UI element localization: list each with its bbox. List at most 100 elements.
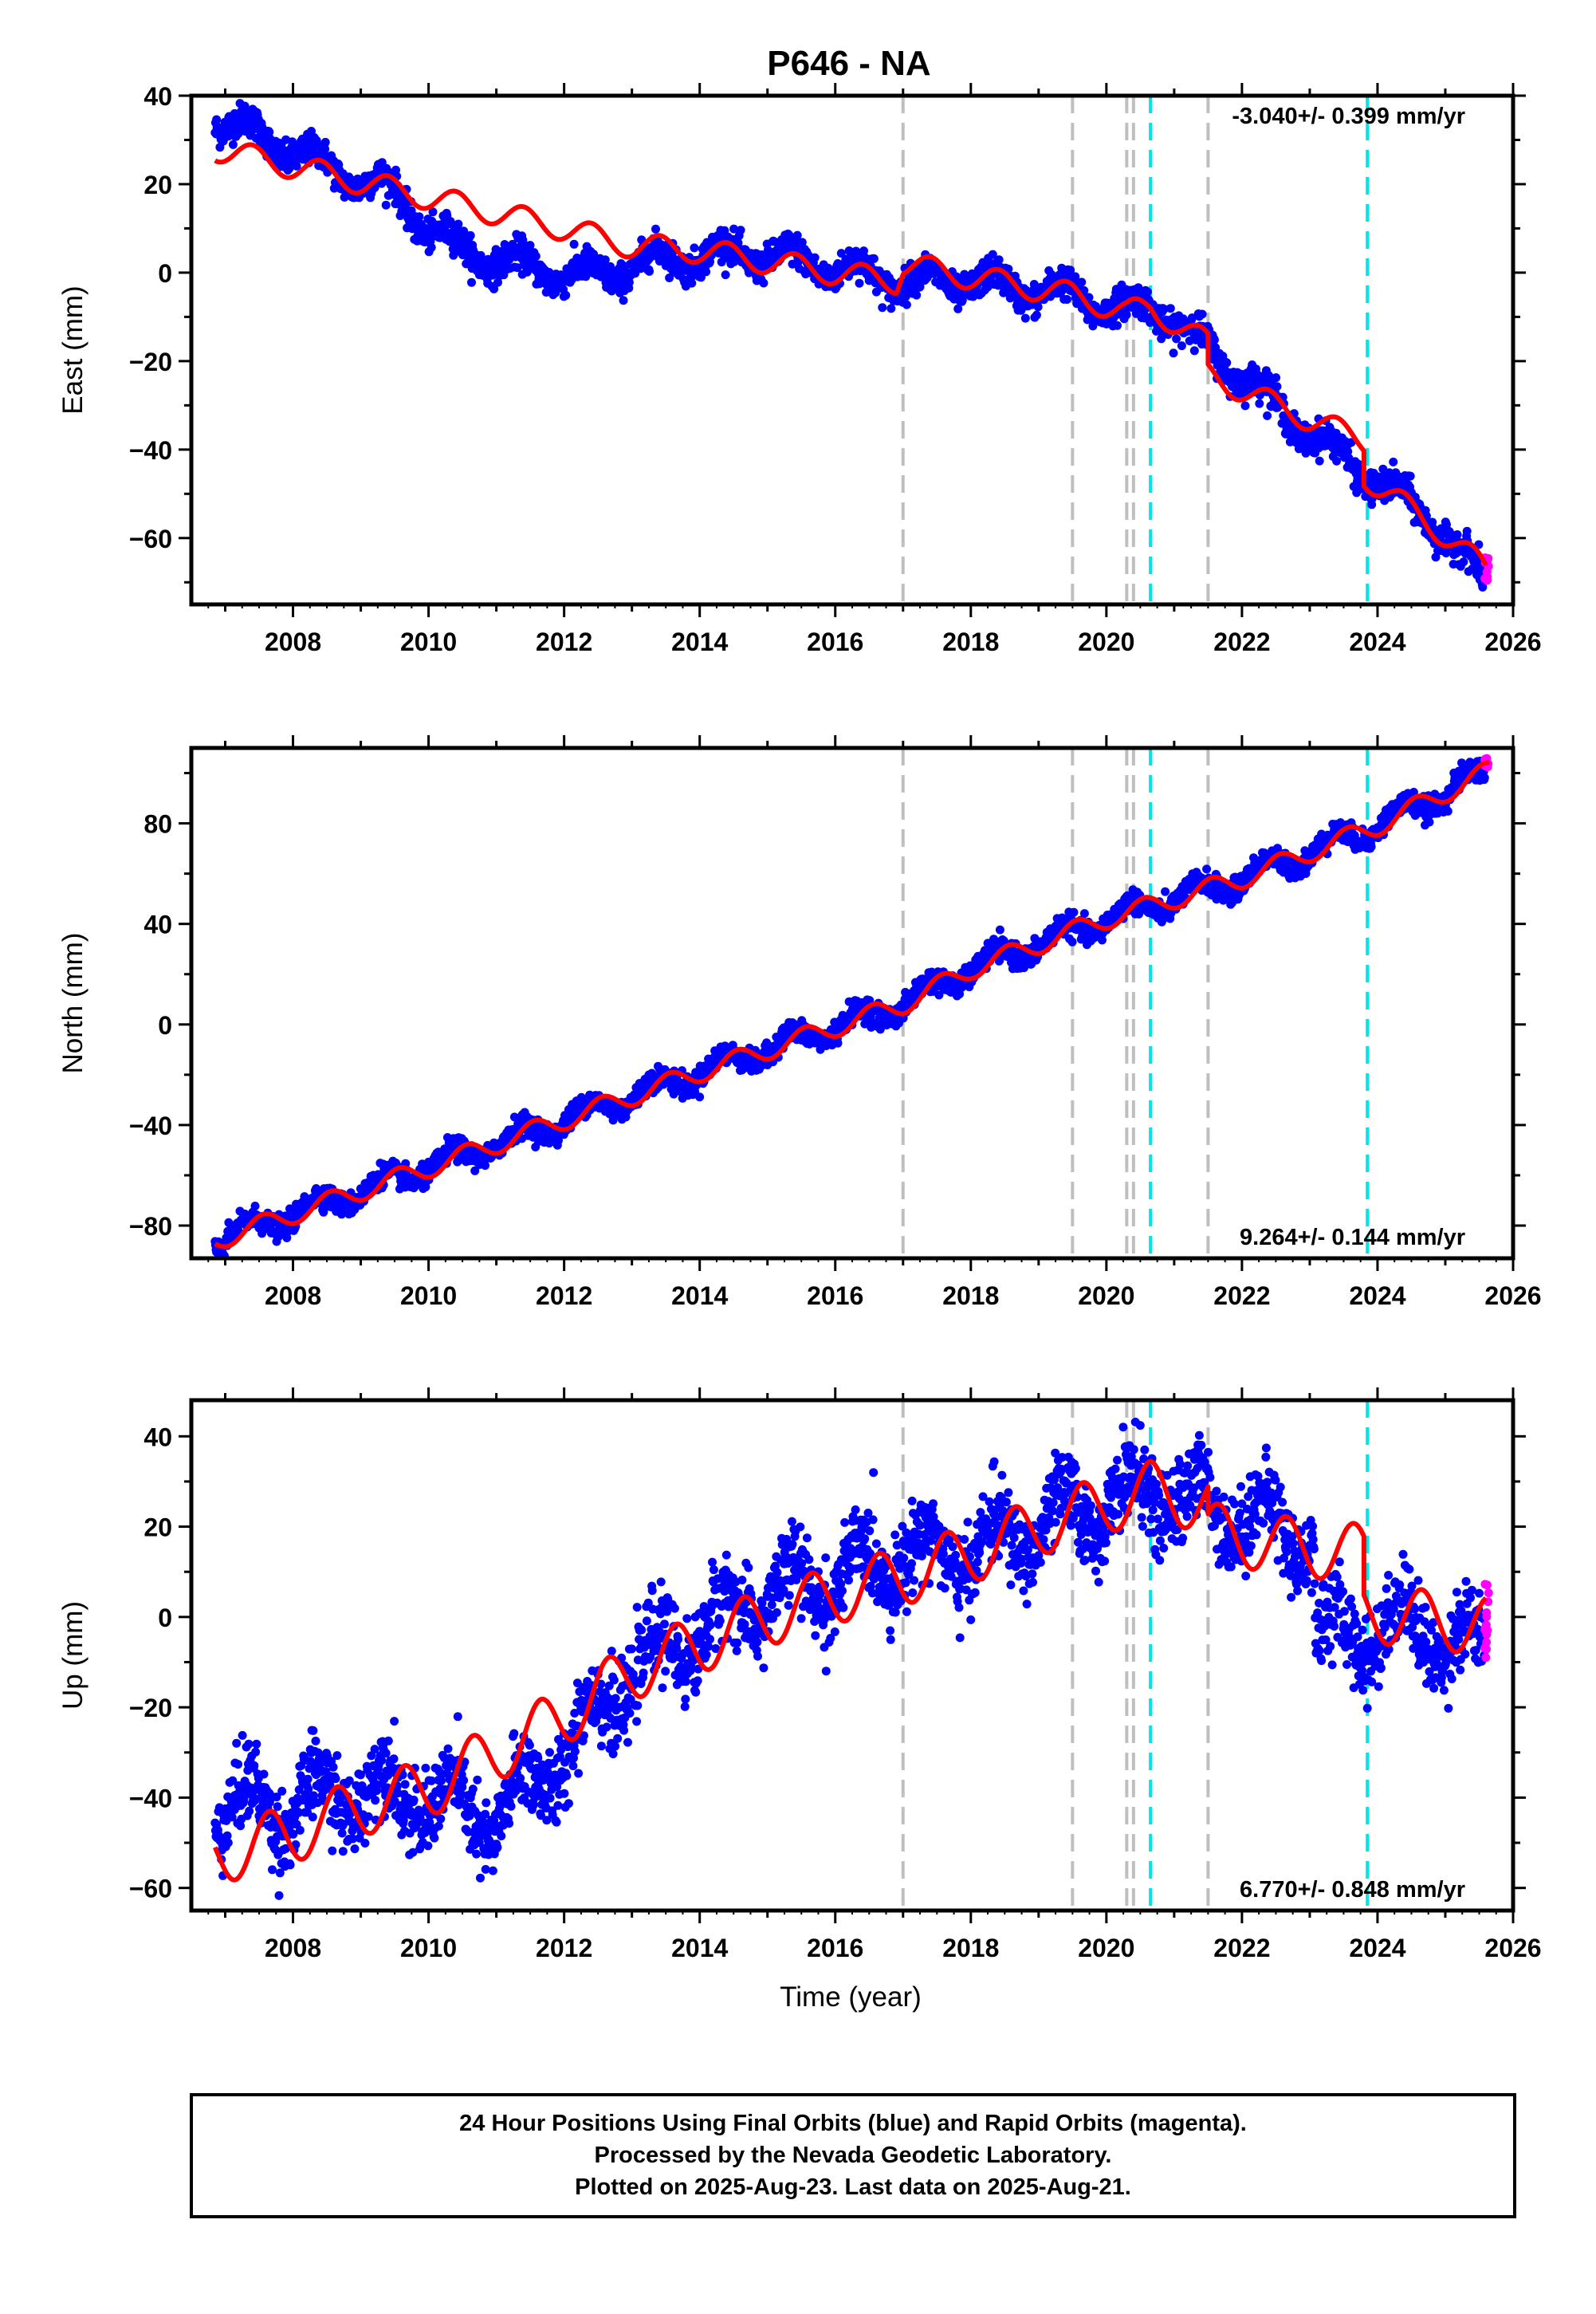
data-point <box>1202 864 1212 874</box>
chart-title: P646 - NA <box>767 44 930 83</box>
data-point <box>1177 341 1186 351</box>
data-point <box>1062 295 1071 304</box>
data-point <box>836 249 846 258</box>
data-point <box>886 304 896 313</box>
data-point <box>250 1202 260 1210</box>
data-point <box>1459 557 1468 567</box>
data-point <box>878 303 887 313</box>
data-point <box>1122 310 1131 320</box>
data-point <box>509 1112 519 1122</box>
data-point <box>912 290 922 300</box>
x-tick-label: 2026 <box>1484 628 1541 656</box>
data-point <box>1405 471 1415 481</box>
data-point <box>1263 411 1272 420</box>
east-panel: 2008 2010 2012 2014 2016 2018 2020 2022 2024 2026… <box>57 82 1542 656</box>
data-point <box>561 290 571 300</box>
x-tick-label: 2010 <box>400 628 457 656</box>
data-point <box>292 161 301 171</box>
plot-area-north <box>210 748 1493 1258</box>
data-point <box>1161 887 1170 896</box>
data-point <box>415 212 424 222</box>
rapid-point <box>1480 574 1489 584</box>
data-point <box>1185 336 1194 345</box>
x-tick-label: 2022 <box>1213 628 1270 656</box>
data-point <box>729 224 738 234</box>
data-point <box>381 200 391 210</box>
data-point <box>1272 373 1281 383</box>
data-point <box>319 1207 328 1217</box>
data-point <box>600 255 610 265</box>
data-point <box>759 278 769 288</box>
data-point <box>1272 382 1282 392</box>
data-point <box>645 266 654 276</box>
plot-area-east <box>210 96 1493 604</box>
data-point <box>1033 302 1043 312</box>
y-tick-label: 20 <box>143 171 172 199</box>
data-point <box>1084 293 1094 302</box>
data-point <box>1172 334 1181 344</box>
x-tick-label: 2018 <box>942 628 999 656</box>
data-point <box>320 137 330 147</box>
data-point <box>428 207 438 217</box>
data-point <box>651 224 660 234</box>
data-point <box>869 254 879 263</box>
data-point <box>988 250 997 259</box>
data-point <box>810 253 820 262</box>
data-point <box>212 115 222 124</box>
data-point <box>1071 272 1080 281</box>
data-point <box>1079 909 1089 919</box>
x-tick-label: 2020 <box>1078 628 1134 656</box>
data-point <box>1143 287 1152 297</box>
data-point <box>797 238 807 247</box>
x-tick-label: 2014 <box>671 628 728 656</box>
data-point <box>1343 447 1353 456</box>
y-tick-label: −40 <box>129 436 172 465</box>
data-point <box>569 239 579 249</box>
data-point <box>449 250 458 260</box>
y-tick-label: 40 <box>143 82 172 111</box>
data-point <box>228 140 238 149</box>
data-point <box>531 251 541 261</box>
data-point <box>1113 321 1122 330</box>
data-point <box>855 278 864 288</box>
data-point <box>1453 530 1462 539</box>
data-point <box>1197 309 1207 319</box>
data-point <box>1240 401 1250 411</box>
data-point <box>1187 313 1197 323</box>
x-tick-label: 2016 <box>807 628 863 656</box>
data-point <box>489 284 499 293</box>
data-point <box>1032 310 1041 320</box>
data-point <box>481 1161 490 1171</box>
data-point <box>525 241 535 250</box>
data-point <box>1389 457 1398 466</box>
data-point <box>1169 348 1178 358</box>
data-point <box>466 230 475 240</box>
x-tick-label: 2024 <box>1349 628 1405 656</box>
data-point <box>1189 346 1199 356</box>
data-point <box>1462 526 1472 536</box>
data-point <box>589 250 599 259</box>
x-tick-label: 2008 <box>265 628 321 656</box>
data-point <box>1166 304 1175 313</box>
data-point <box>695 1092 705 1102</box>
data-point <box>467 277 476 287</box>
data-point <box>470 1166 480 1175</box>
data-point <box>619 296 628 305</box>
data-point <box>1332 456 1342 466</box>
velocity-label-east: -3.040+/- 0.399 mm/yr <box>1232 104 1465 129</box>
data-point <box>902 300 911 309</box>
data-point <box>717 258 726 267</box>
data-point <box>995 925 1004 935</box>
data-point <box>1069 907 1079 917</box>
data-point <box>736 226 745 235</box>
data-point <box>454 219 463 229</box>
data-point <box>687 278 697 288</box>
data-point <box>994 255 1004 265</box>
north-panel: 2008 2010 2012 2014 2016 2018 2020 2022 2024 2026… <box>57 735 1542 1310</box>
data-point <box>1067 937 1077 946</box>
data-point <box>721 270 730 280</box>
data-point <box>833 1038 843 1048</box>
final-orbit-points-east <box>210 99 1489 592</box>
data-point <box>665 274 674 282</box>
